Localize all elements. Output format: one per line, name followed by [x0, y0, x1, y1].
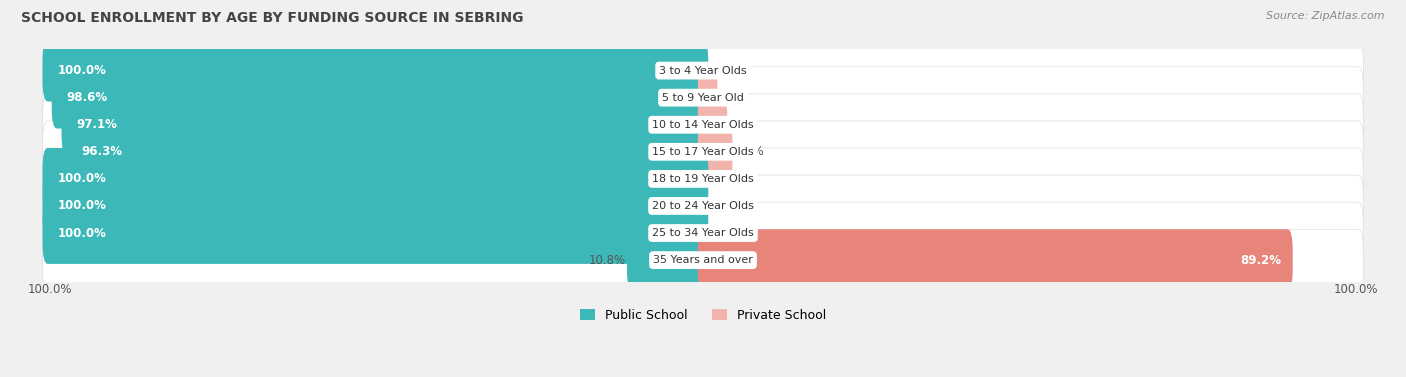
FancyBboxPatch shape: [697, 229, 1364, 291]
Text: 100.0%: 100.0%: [1333, 283, 1378, 296]
Text: 100.0%: 100.0%: [58, 172, 107, 185]
Text: 1.4%: 1.4%: [718, 91, 748, 104]
Text: 15 to 17 Year Olds: 15 to 17 Year Olds: [652, 147, 754, 157]
Text: 20 to 24 Year Olds: 20 to 24 Year Olds: [652, 201, 754, 211]
FancyBboxPatch shape: [697, 148, 1364, 210]
Text: 10.8%: 10.8%: [589, 254, 626, 267]
Text: 3.7%: 3.7%: [734, 145, 763, 158]
FancyBboxPatch shape: [42, 94, 709, 156]
Text: 3 to 4 Year Olds: 3 to 4 Year Olds: [659, 66, 747, 76]
FancyBboxPatch shape: [697, 67, 1364, 129]
Text: Source: ZipAtlas.com: Source: ZipAtlas.com: [1267, 11, 1385, 21]
Text: 0.0%: 0.0%: [710, 64, 740, 77]
Text: 89.2%: 89.2%: [1240, 254, 1281, 267]
FancyBboxPatch shape: [697, 94, 727, 156]
Text: SCHOOL ENROLLMENT BY AGE BY FUNDING SOURCE IN SEBRING: SCHOOL ENROLLMENT BY AGE BY FUNDING SOUR…: [21, 11, 523, 25]
Text: 0.0%: 0.0%: [710, 172, 740, 185]
Text: 2.9%: 2.9%: [728, 118, 758, 131]
FancyBboxPatch shape: [42, 121, 709, 183]
Text: 100.0%: 100.0%: [28, 283, 73, 296]
FancyBboxPatch shape: [42, 40, 709, 101]
Text: 10 to 14 Year Olds: 10 to 14 Year Olds: [652, 120, 754, 130]
Text: 100.0%: 100.0%: [58, 199, 107, 213]
FancyBboxPatch shape: [42, 148, 709, 210]
FancyBboxPatch shape: [42, 175, 709, 237]
FancyBboxPatch shape: [62, 94, 709, 156]
FancyBboxPatch shape: [627, 229, 709, 291]
FancyBboxPatch shape: [697, 175, 1364, 237]
FancyBboxPatch shape: [42, 40, 709, 101]
Text: 0.0%: 0.0%: [710, 199, 740, 213]
FancyBboxPatch shape: [52, 67, 709, 129]
FancyBboxPatch shape: [697, 121, 1364, 183]
FancyBboxPatch shape: [66, 121, 709, 183]
Text: 97.1%: 97.1%: [76, 118, 118, 131]
FancyBboxPatch shape: [42, 202, 709, 264]
FancyBboxPatch shape: [42, 175, 709, 237]
Text: 100.0%: 100.0%: [58, 227, 107, 239]
FancyBboxPatch shape: [697, 67, 717, 129]
FancyBboxPatch shape: [42, 202, 709, 264]
FancyBboxPatch shape: [42, 67, 709, 129]
FancyBboxPatch shape: [697, 229, 1292, 291]
FancyBboxPatch shape: [42, 229, 709, 291]
FancyBboxPatch shape: [697, 121, 733, 183]
FancyBboxPatch shape: [697, 94, 1364, 156]
Text: 96.3%: 96.3%: [82, 145, 122, 158]
FancyBboxPatch shape: [697, 40, 1364, 101]
Text: 98.6%: 98.6%: [66, 91, 108, 104]
Text: 100.0%: 100.0%: [58, 64, 107, 77]
FancyBboxPatch shape: [42, 148, 709, 210]
Text: 35 Years and over: 35 Years and over: [652, 255, 754, 265]
Legend: Public School, Private School: Public School, Private School: [575, 304, 831, 327]
Text: 0.0%: 0.0%: [710, 227, 740, 239]
Text: 18 to 19 Year Olds: 18 to 19 Year Olds: [652, 174, 754, 184]
Text: 25 to 34 Year Olds: 25 to 34 Year Olds: [652, 228, 754, 238]
Text: 5 to 9 Year Old: 5 to 9 Year Old: [662, 93, 744, 103]
FancyBboxPatch shape: [697, 202, 1364, 264]
